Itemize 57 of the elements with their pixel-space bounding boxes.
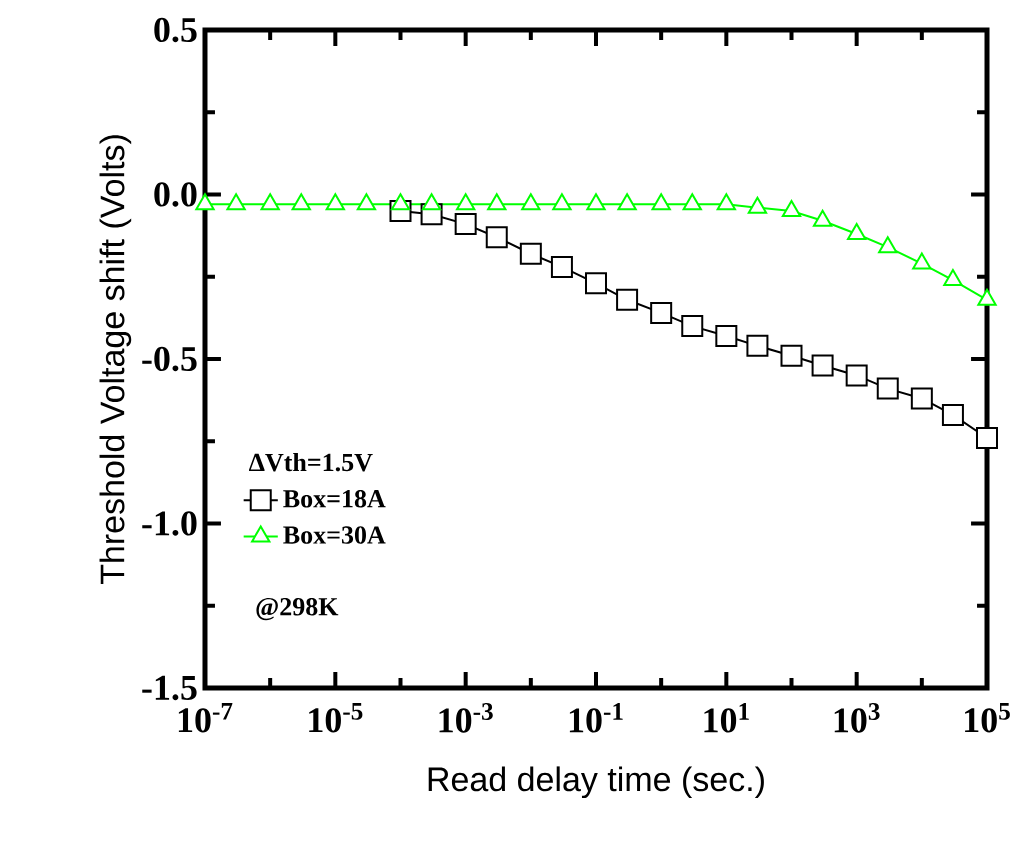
- point: [812, 209, 833, 227]
- point: [226, 193, 246, 211]
- point: [550, 255, 573, 278]
- point: [781, 199, 802, 217]
- x-tick-label: 10$^{5}$: [965, 703, 1010, 733]
- y-axis-title: Threshold Voltage shift (Volts): [99, 135, 132, 585]
- point: [780, 344, 803, 367]
- point: [521, 193, 541, 211]
- point: [552, 193, 572, 211]
- y-tick-label: 0.0: [154, 182, 197, 207]
- point: [943, 269, 963, 287]
- point: [585, 272, 607, 295]
- point: [912, 252, 932, 270]
- point: [746, 334, 769, 357]
- point: [941, 403, 964, 426]
- point: [651, 193, 671, 211]
- point: [617, 193, 637, 211]
- legend-label: Box=18A: [283, 489, 386, 508]
- x-tick-label: 10$^{-1}$: [569, 703, 623, 733]
- x-axis-title: Read delay time (sec.): [428, 766, 764, 799]
- point: [487, 193, 507, 211]
- point: [682, 193, 702, 211]
- point: [260, 193, 280, 211]
- point: [845, 364, 868, 387]
- point: [616, 288, 639, 311]
- y-tick-label: -1.5: [142, 675, 197, 701]
- point: [195, 193, 215, 211]
- x-tick-label: 10$^{-7}$: [178, 703, 233, 733]
- x-tick-label: 10$^{-5}$: [309, 703, 363, 733]
- point: [356, 193, 377, 211]
- y-tick-label: 0.5: [154, 17, 197, 43]
- point: [876, 377, 899, 400]
- point: [291, 193, 311, 211]
- x-tick-label: 10$^{-3}$: [439, 703, 493, 733]
- point: [811, 354, 834, 377]
- point: [586, 193, 606, 211]
- y-tick-label: -1.0: [142, 511, 197, 536]
- point: [650, 301, 673, 324]
- point: [976, 426, 998, 449]
- point: [878, 236, 898, 254]
- point: [716, 193, 736, 211]
- point: [519, 242, 542, 265]
- annotation: @298K: [256, 597, 339, 621]
- legend-label: Box=30A: [283, 526, 386, 544]
- point: [390, 193, 411, 211]
- point: [747, 196, 768, 214]
- legend-title: ΔVth=1.5V: [249, 452, 373, 472]
- point: [681, 315, 704, 338]
- point: [910, 387, 933, 410]
- y-tick-label: -0.5: [142, 346, 197, 372]
- point: [421, 193, 442, 211]
- x-tick-label: 10$^{3}$: [834, 703, 880, 733]
- point: [847, 222, 867, 240]
- point: [715, 324, 738, 347]
- point: [325, 193, 345, 211]
- point: [456, 193, 476, 211]
- x-tick-label: 10$^{1}$: [704, 703, 749, 733]
